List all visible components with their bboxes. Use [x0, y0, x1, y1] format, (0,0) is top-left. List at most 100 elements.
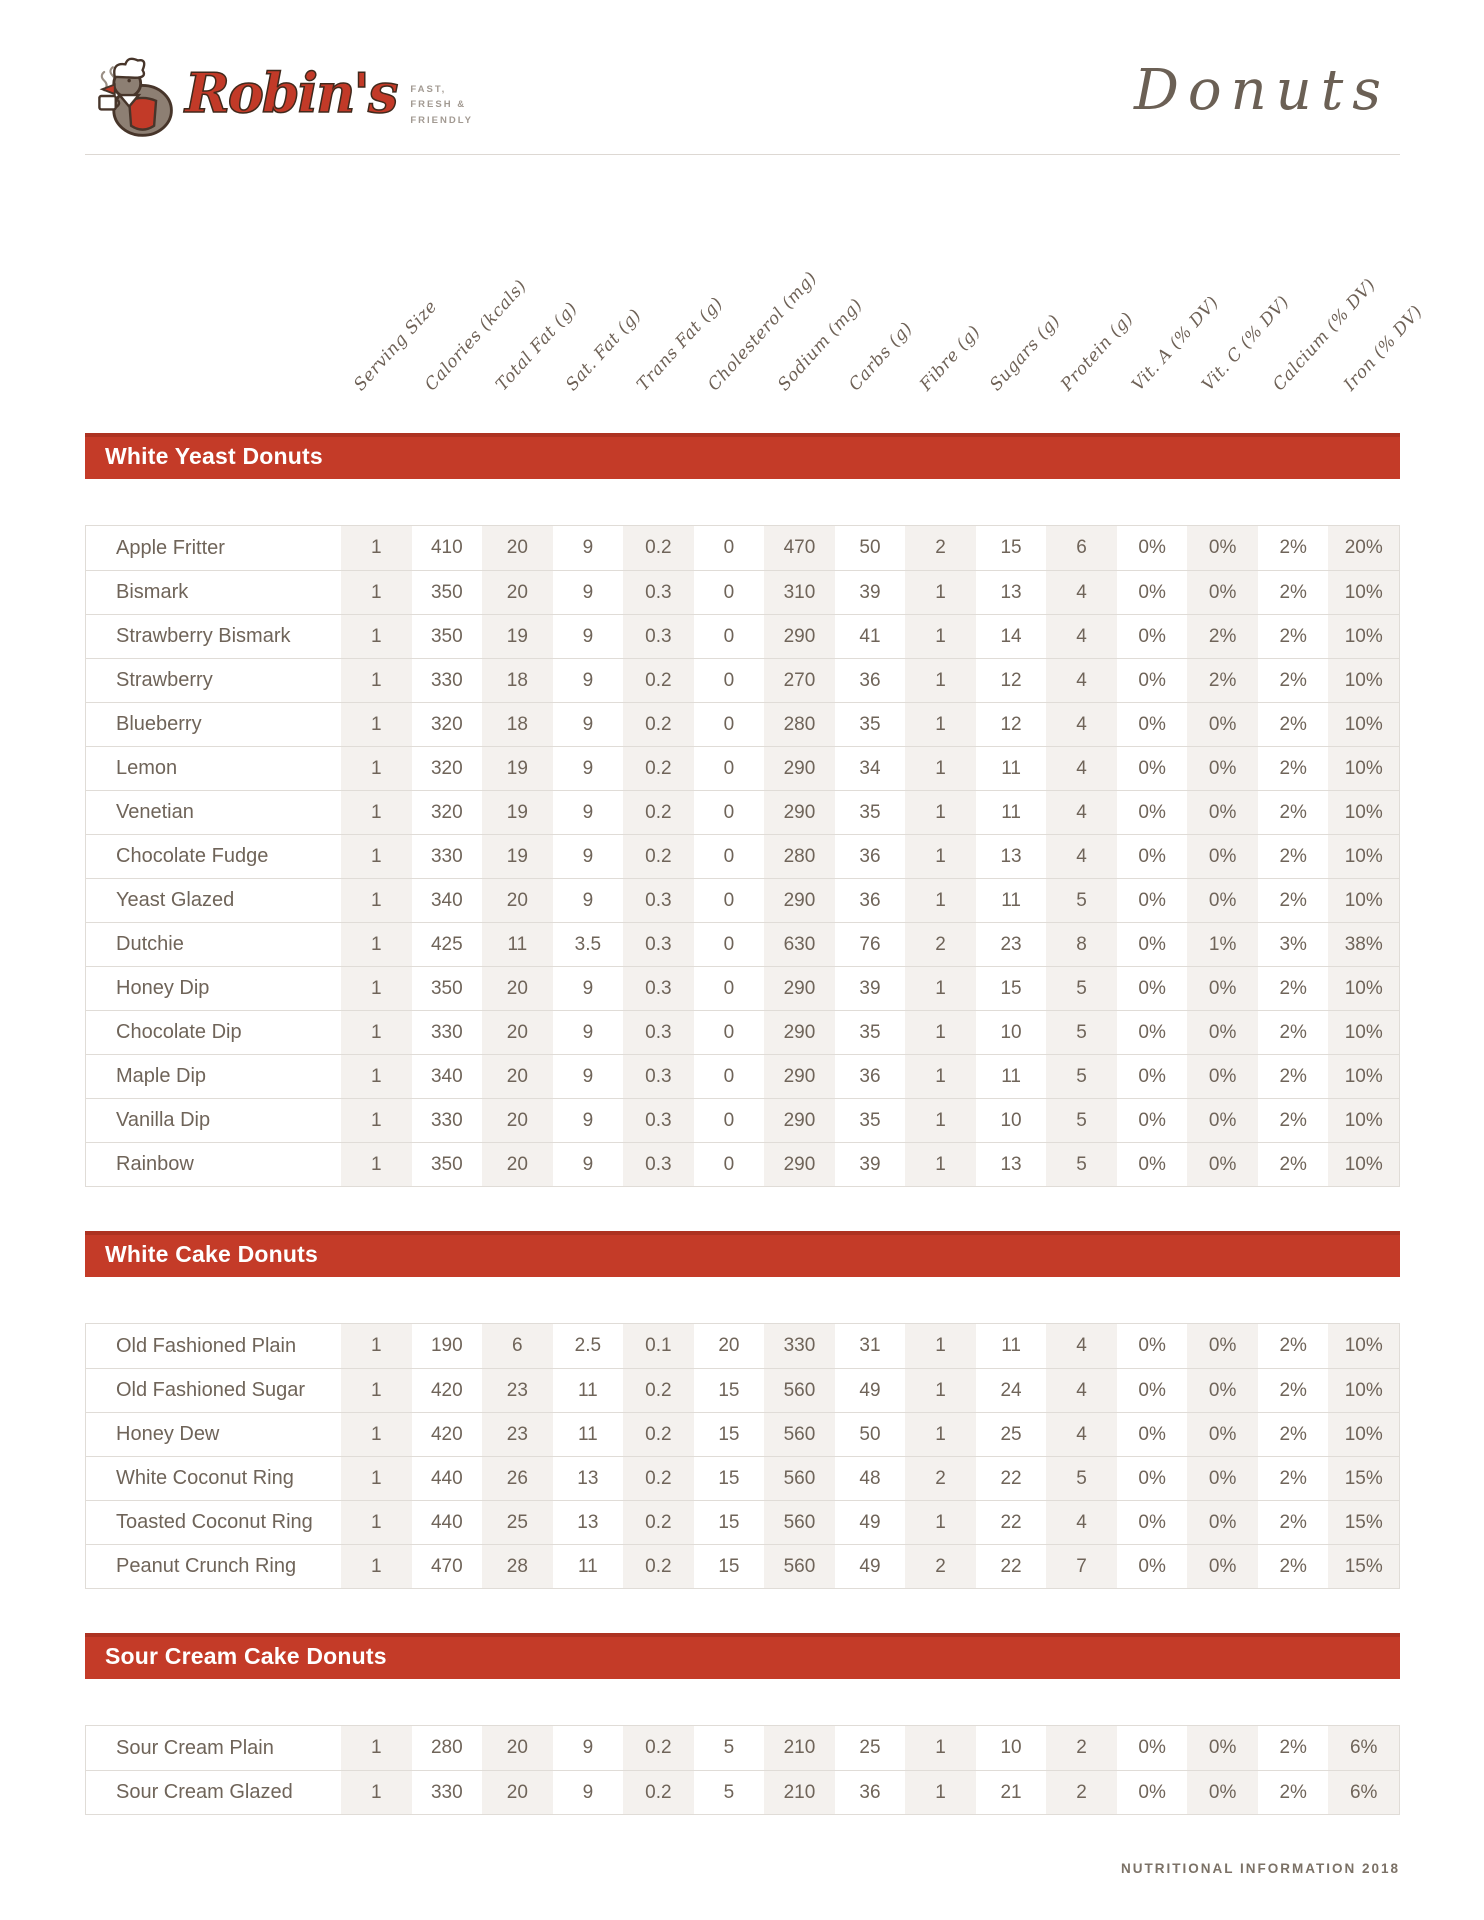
item-name: Sour Cream Plain [116, 1736, 274, 1759]
value-cell: 1 [341, 703, 412, 746]
value-cell: 20 [482, 1143, 553, 1186]
value-cell: 2% [1279, 1423, 1307, 1445]
value-cell: 39 [859, 581, 881, 603]
value-cell: 9 [582, 1153, 594, 1175]
value-cell: 35 [859, 1021, 881, 1043]
value-cell: 15% [1328, 1545, 1399, 1588]
value-cell: 0 [723, 1065, 735, 1087]
value-cell: 1 [905, 791, 976, 834]
value-cell: 350 [430, 625, 463, 647]
value-cell: 4 [1046, 703, 1117, 746]
column-header-label: Carbs (g) [845, 318, 917, 395]
value-cell: 2% [1279, 1737, 1307, 1758]
menu-section: White Yeast Donuts Apple Fritter 1 410 20 9… [85, 433, 1400, 1187]
section-header-bar: White Cake Donuts [85, 1231, 1400, 1277]
item-name: Chocolate Dip [116, 1021, 242, 1043]
value-cell: 25 [482, 1501, 553, 1544]
nutrition-table: Old Fashioned Plain 1 190 6 2.5 0.1 20 330 31 1 1… [85, 1323, 1400, 1589]
value-cell: 4 [1046, 747, 1117, 790]
value-cell: 0 [723, 581, 735, 603]
value-cell: 10% [1328, 571, 1399, 614]
value-cell: 4 [1046, 835, 1117, 878]
value-cell: 470 [430, 1555, 463, 1577]
value-cell: 2% [1279, 845, 1307, 867]
value-cell: 0% [1138, 1065, 1166, 1087]
value-cell: 210 [764, 1726, 835, 1770]
value-cell: 5 [1046, 1055, 1117, 1098]
value-cell: 76 [859, 933, 881, 955]
value-cell: 9 [582, 1065, 594, 1087]
table-row: White Coconut Ring 1 440 26 13 0.2 15 560 48 2 22… [86, 1456, 1399, 1500]
value-cell: 34 [859, 757, 881, 779]
value-cell: 50 [859, 1423, 881, 1445]
value-cell: 11 [1001, 889, 1021, 911]
value-cell: 10% [1328, 967, 1399, 1010]
value-cell: 310 [764, 571, 835, 614]
value-cell: 1 [905, 1369, 976, 1412]
value-cell: 0.3 [623, 923, 694, 966]
value-cell: 10 [1000, 1109, 1022, 1131]
table-row: Chocolate Fudge 1 330 19 9 0.2 0 280 36 1 13 4 0% 0%… [86, 834, 1399, 878]
value-cell: 1 [905, 1099, 976, 1142]
item-name: Sour Cream Glazed [116, 1781, 293, 1803]
value-cell: 560 [764, 1413, 835, 1456]
value-cell: 0% [1138, 581, 1166, 603]
value-cell: 1 [905, 747, 976, 790]
table-row: Honey Dip 1 350 20 9 0.3 0 290 39 1 15 5 0% 0% 2% 10% [86, 966, 1399, 1010]
value-cell: 13 [577, 1511, 599, 1533]
value-cell: 2% [1279, 1379, 1307, 1401]
value-cell: 9 [582, 801, 594, 823]
value-cell: 2% [1279, 1781, 1307, 1803]
value-cell: 0 [723, 669, 735, 691]
value-cell: 320 [430, 801, 463, 823]
value-cell: 0 [723, 801, 735, 823]
value-cell: 2 [905, 1545, 976, 1588]
value-cell: 10% [1328, 1324, 1399, 1368]
value-cell: 0.2 [623, 1369, 694, 1412]
value-cell: 1 [341, 659, 412, 702]
item-name: Bismark [116, 581, 189, 603]
value-cell: 11 [1001, 1065, 1021, 1087]
value-cell: 560 [764, 1545, 835, 1588]
value-cell: 0.3 [623, 571, 694, 614]
value-cell: 5 [1046, 1099, 1117, 1142]
value-cell: 21 [1000, 1781, 1022, 1803]
value-cell: 0.2 [623, 747, 694, 790]
value-cell: 0% [1138, 669, 1166, 691]
page-footer: NUTRITIONAL INFORMATION 2018 [85, 1861, 1400, 1876]
section-header-bar: White Yeast Donuts [85, 433, 1400, 479]
value-cell: 25 [859, 1737, 881, 1758]
value-cell: 440 [430, 1467, 463, 1489]
value-cell: 560 [764, 1369, 835, 1412]
table-row: Toasted Coconut Ring 1 440 25 13 0.2 15 560 49 1… [86, 1500, 1399, 1544]
sections-container: White Yeast Donuts Apple Fritter 1 410 20 9… [85, 433, 1400, 1815]
item-name: Strawberry Bismark [116, 625, 291, 647]
value-cell: 0.3 [623, 879, 694, 922]
value-cell: 0.2 [623, 791, 694, 834]
value-cell: 1 [905, 1324, 976, 1368]
value-cell: 9 [582, 713, 594, 735]
value-cell: 10% [1328, 703, 1399, 746]
value-cell: 20 [482, 1771, 553, 1814]
value-cell: 0% [1187, 791, 1258, 834]
value-cell: 0.2 [623, 1545, 694, 1588]
brand-tagline: FAST, FRESH & FRIENDLY [410, 82, 473, 128]
value-cell: 0% [1187, 879, 1258, 922]
value-cell: 15 [718, 1511, 740, 1533]
value-cell: 10% [1328, 1143, 1399, 1186]
value-cell: 350 [430, 1153, 463, 1175]
item-name: Peanut Crunch Ring [116, 1555, 297, 1577]
value-cell: 420 [430, 1379, 463, 1401]
value-cell: 2% [1279, 1153, 1307, 1175]
value-cell: 12 [1000, 669, 1022, 691]
value-cell: 18 [482, 703, 553, 746]
tagline-line: FAST, [410, 84, 447, 96]
value-cell: 1 [341, 526, 412, 570]
value-cell: 9 [582, 1021, 594, 1043]
value-cell: 22 [1000, 1555, 1022, 1577]
value-cell: 560 [764, 1457, 835, 1500]
item-name: Blueberry [116, 713, 202, 735]
value-cell: 35 [859, 1109, 881, 1131]
value-cell: 330 [430, 1021, 463, 1043]
